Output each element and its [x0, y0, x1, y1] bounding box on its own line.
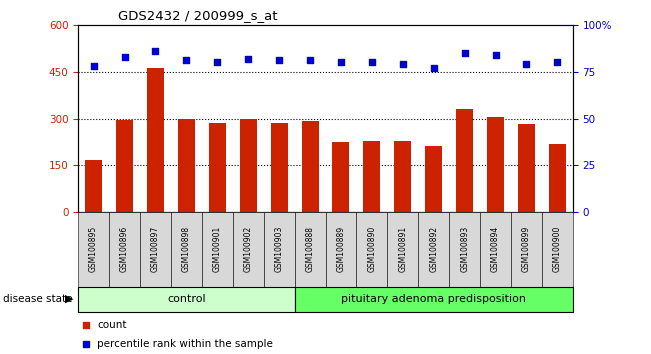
Bar — [264, 212, 294, 289]
Point — [428, 65, 439, 71]
Point — [243, 56, 253, 61]
Text: GSM100897: GSM100897 — [151, 226, 160, 272]
Bar — [78, 287, 294, 312]
Bar — [518, 124, 535, 212]
Text: GSM100902: GSM100902 — [243, 226, 253, 272]
Bar — [202, 212, 232, 289]
Text: GDS2432 / 200999_s_at: GDS2432 / 200999_s_at — [118, 9, 277, 22]
Bar — [109, 212, 140, 289]
Bar — [240, 119, 256, 212]
Point — [150, 48, 161, 54]
Bar — [85, 160, 102, 212]
Text: count: count — [97, 320, 126, 330]
Point — [89, 63, 99, 69]
Bar — [233, 212, 264, 289]
Text: GSM100890: GSM100890 — [367, 226, 376, 272]
Bar — [357, 212, 387, 289]
Text: GSM100891: GSM100891 — [398, 226, 408, 272]
Point — [388, 272, 398, 278]
Bar — [301, 121, 318, 212]
Text: GSM100892: GSM100892 — [429, 226, 438, 272]
Bar — [511, 212, 542, 289]
Bar — [456, 109, 473, 212]
Point — [367, 59, 377, 65]
Text: GSM100889: GSM100889 — [337, 226, 346, 272]
Point — [490, 52, 501, 58]
Text: GSM100899: GSM100899 — [522, 226, 531, 272]
Bar — [147, 68, 164, 212]
Point — [460, 50, 470, 56]
Text: pituitary adenoma predisposition: pituitary adenoma predisposition — [341, 294, 526, 304]
Bar — [116, 120, 133, 212]
Text: percentile rank within the sample: percentile rank within the sample — [97, 339, 273, 349]
Bar — [542, 212, 573, 289]
Point — [398, 61, 408, 67]
Bar — [171, 212, 202, 289]
Text: GSM100895: GSM100895 — [89, 226, 98, 272]
Bar — [363, 141, 380, 212]
Text: GSM100901: GSM100901 — [213, 226, 222, 272]
Bar — [178, 119, 195, 212]
Bar — [395, 141, 411, 212]
Text: GSM100894: GSM100894 — [491, 226, 500, 272]
Bar — [425, 146, 442, 212]
Point — [212, 59, 223, 65]
Point — [388, 98, 398, 104]
Text: GSM100898: GSM100898 — [182, 226, 191, 272]
Bar — [333, 142, 350, 212]
Point — [521, 61, 532, 67]
Point — [181, 58, 191, 63]
Point — [119, 54, 130, 59]
Bar — [209, 123, 226, 212]
Point — [274, 58, 284, 63]
Text: disease state: disease state — [3, 294, 73, 304]
Text: GSM100903: GSM100903 — [275, 226, 284, 272]
Bar — [78, 212, 109, 289]
Text: GSM100893: GSM100893 — [460, 226, 469, 272]
Bar — [271, 122, 288, 212]
Point — [305, 58, 315, 63]
Bar — [294, 287, 573, 312]
Bar — [449, 212, 480, 289]
Text: control: control — [167, 294, 206, 304]
Bar — [140, 212, 171, 289]
Text: GSM100896: GSM100896 — [120, 226, 129, 272]
Bar — [487, 117, 504, 212]
Text: ▶: ▶ — [64, 294, 74, 304]
Bar — [480, 212, 511, 289]
Bar — [418, 212, 449, 289]
Text: GSM100900: GSM100900 — [553, 226, 562, 272]
Point — [552, 59, 562, 65]
Bar — [387, 212, 419, 289]
Bar — [549, 144, 566, 212]
Bar — [326, 212, 357, 289]
Bar — [294, 212, 326, 289]
Point — [336, 59, 346, 65]
Text: GSM100888: GSM100888 — [305, 226, 314, 272]
